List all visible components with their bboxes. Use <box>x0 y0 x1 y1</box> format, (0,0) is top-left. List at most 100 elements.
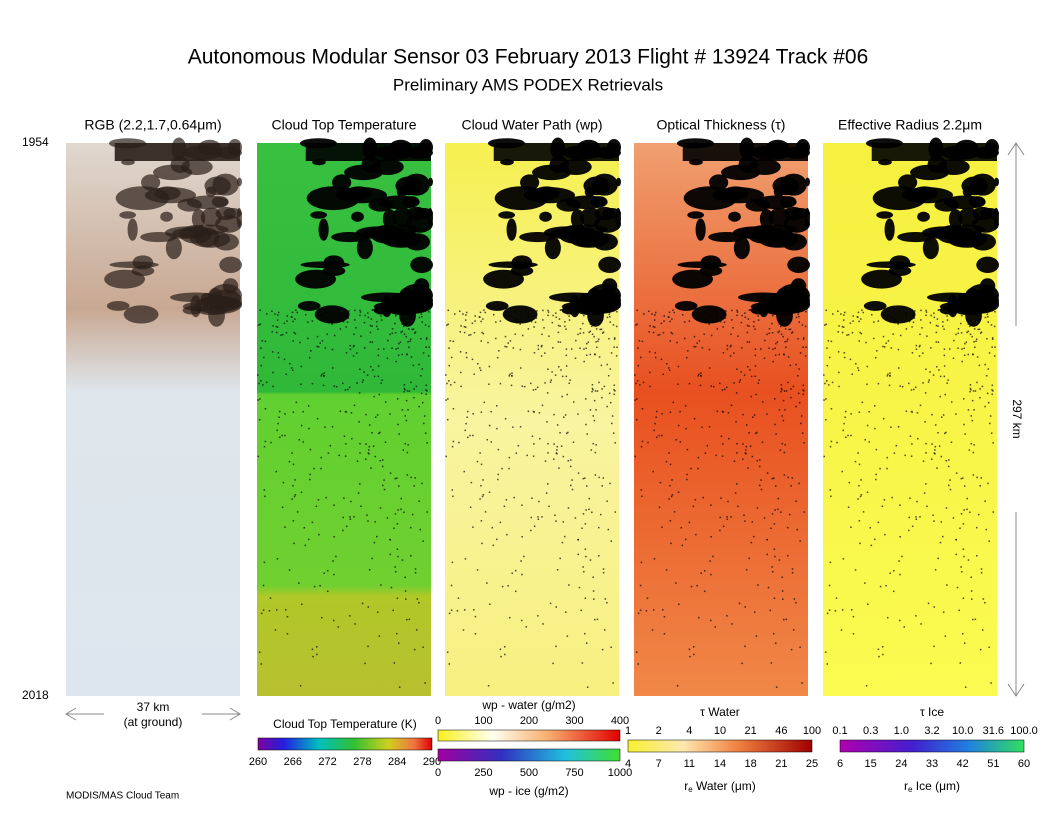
speck <box>930 314 932 317</box>
speck <box>544 352 546 354</box>
speck <box>949 488 952 491</box>
speck <box>418 316 421 319</box>
speck <box>968 319 971 321</box>
speck <box>445 374 447 376</box>
speck <box>784 341 786 343</box>
speck <box>766 538 768 541</box>
panel-label: RGB (2.2,1.7,0.64μm) <box>84 117 221 133</box>
speck <box>566 393 568 396</box>
speck <box>658 333 661 336</box>
speck <box>421 315 423 318</box>
speck <box>601 388 603 390</box>
speck <box>963 555 965 558</box>
speck <box>665 460 668 463</box>
speck <box>359 452 361 454</box>
speck <box>300 383 302 385</box>
speck <box>642 381 645 384</box>
speck <box>969 511 971 514</box>
speck <box>579 328 582 330</box>
colorbar-tick-label: 7 <box>656 758 662 770</box>
speck <box>577 413 579 415</box>
speck <box>803 442 805 444</box>
speck <box>985 374 988 377</box>
speck <box>862 311 865 314</box>
speck <box>826 380 828 382</box>
speck <box>414 477 417 479</box>
speck <box>275 470 277 473</box>
speck <box>899 504 901 506</box>
speck <box>688 648 691 651</box>
speck <box>826 663 829 665</box>
speck <box>914 386 917 389</box>
speck <box>311 648 314 651</box>
speck <box>396 523 399 525</box>
speck <box>257 455 259 458</box>
speck <box>834 610 837 612</box>
speck <box>504 314 507 316</box>
cloud-gap <box>700 255 722 270</box>
speck <box>271 310 273 313</box>
speck <box>329 444 332 447</box>
speck <box>866 365 869 368</box>
speck <box>699 320 702 323</box>
speck <box>469 333 472 336</box>
speck <box>263 561 266 564</box>
speck <box>703 569 706 572</box>
speck <box>938 369 940 371</box>
cloud-gap <box>781 233 807 251</box>
speck <box>534 321 537 324</box>
speck <box>829 445 832 448</box>
colorbar-tick-label: 2 <box>656 725 662 737</box>
speck <box>782 335 784 338</box>
cloud-gap <box>766 139 790 156</box>
speck <box>584 398 587 400</box>
speck <box>780 333 783 336</box>
speck <box>766 472 769 474</box>
speck <box>544 460 547 462</box>
speck <box>984 363 986 366</box>
speck <box>873 337 875 340</box>
speck <box>415 385 418 388</box>
speck <box>878 655 880 658</box>
speck <box>459 331 462 333</box>
speck <box>934 445 937 448</box>
speck <box>372 369 374 371</box>
speck <box>460 385 462 388</box>
speck <box>520 560 522 562</box>
speck <box>766 553 768 556</box>
speck <box>782 419 785 422</box>
speck <box>848 481 851 484</box>
colorbar-tick-label: 51 <box>987 758 999 770</box>
speck <box>877 521 880 524</box>
speck <box>281 434 283 437</box>
speck <box>731 309 733 312</box>
speck <box>963 642 966 644</box>
speck <box>588 331 590 334</box>
speck <box>975 338 978 340</box>
speck <box>710 385 713 387</box>
speck <box>326 311 329 313</box>
speck <box>973 341 975 343</box>
speck <box>395 632 398 635</box>
speck <box>532 455 535 457</box>
speck <box>909 435 912 438</box>
speck <box>787 555 789 557</box>
speck <box>669 484 671 487</box>
speck <box>980 331 983 333</box>
speck <box>655 410 658 413</box>
colorbar-title: wp - water (g/m2) <box>481 698 575 712</box>
speck <box>359 483 361 485</box>
speck <box>615 325 618 328</box>
speck <box>838 385 840 388</box>
cloud-gap <box>965 304 982 327</box>
speck <box>986 311 989 314</box>
speck <box>787 308 789 311</box>
speck <box>317 499 320 501</box>
speck <box>397 642 400 644</box>
speck <box>943 328 945 330</box>
speck <box>685 427 687 430</box>
speck <box>553 458 555 460</box>
speck <box>389 413 391 415</box>
speck <box>565 354 568 357</box>
speck <box>673 511 676 513</box>
